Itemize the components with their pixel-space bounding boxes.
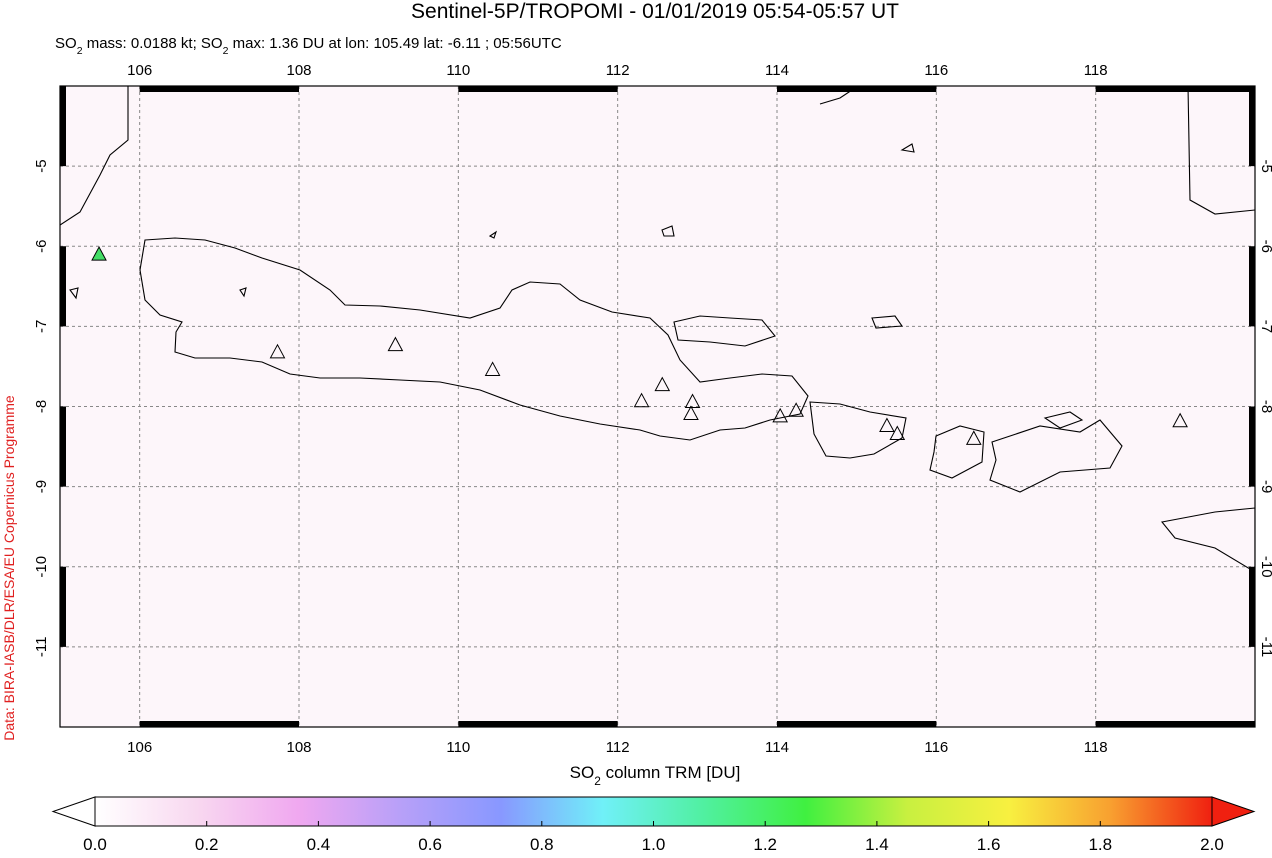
volcano xyxy=(683,405,699,421)
y-tick-label: -6 xyxy=(33,240,50,253)
credit: Data: BIRA-IASB/DLR/ESA/EU Copernicus Pr… xyxy=(1,395,17,741)
y-tick-label: -11 xyxy=(33,637,50,658)
colorbar: 0.0 0.2 0.4 0.6 0.8 1.0 1.2 1.4 1.6 1.8 2.0 xyxy=(51,796,1256,854)
frame-segment xyxy=(458,86,618,92)
colorbar-tick-label: 0.2 xyxy=(195,835,219,853)
volcano xyxy=(684,393,701,408)
coastline-bali xyxy=(809,401,907,459)
coastline-madura xyxy=(673,315,776,347)
frame-segment xyxy=(60,246,66,327)
title: Sentinel-5P/TROPOMI - 01/01/2019 05:54-0… xyxy=(411,0,899,23)
grid xyxy=(60,86,1255,727)
y-tick-label: -7 xyxy=(33,320,50,333)
y-tick-label: -9 xyxy=(33,480,50,493)
frame-segment xyxy=(458,721,618,727)
frame-segment xyxy=(1095,86,1255,92)
y-tick-label: -8 xyxy=(1258,400,1272,413)
volcano xyxy=(633,392,650,408)
volcano xyxy=(879,417,895,433)
frame-segment xyxy=(1095,721,1255,727)
x-tick-label: 118 xyxy=(1084,739,1108,756)
colorbar-tick-label: 0.8 xyxy=(530,835,554,853)
frame-segment xyxy=(60,406,66,487)
x-tick-label: 106 xyxy=(127,739,152,756)
x-tick-label: 112 xyxy=(606,62,630,79)
x-tick-label: 112 xyxy=(606,739,630,756)
frame-segment xyxy=(139,86,299,92)
frame-segment xyxy=(60,566,66,647)
volcano xyxy=(387,336,404,352)
x-tick-label: 116 xyxy=(924,739,948,756)
x-tick-label: 116 xyxy=(924,62,948,79)
x-tick-label: 110 xyxy=(446,739,470,756)
subtitle: SO2 mass: 0.0188 kt; SO2 max: 1.36 DU at… xyxy=(55,35,562,57)
coastline-sumbawa xyxy=(989,419,1123,493)
coastline-lombok xyxy=(929,425,985,479)
frame-segment xyxy=(777,86,937,92)
frame-segment xyxy=(1249,86,1255,167)
text-part: max: 1.36 DU at lon: 105.49 lat: -6.11 ;… xyxy=(228,35,561,52)
y-tick-label: -8 xyxy=(33,400,50,413)
coastline-sumba xyxy=(1160,507,1255,573)
y-tick-label: -10 xyxy=(33,556,50,578)
volcano-layer xyxy=(91,246,1188,445)
subscript: 2 xyxy=(223,45,229,57)
subscript: 2 xyxy=(77,45,83,57)
y-tick-label: -5 xyxy=(1258,159,1272,172)
y-tick-label: -9 xyxy=(1258,480,1272,493)
colorbar-tick-label: 1.4 xyxy=(865,835,889,853)
text-part: SO xyxy=(55,35,77,52)
volcano xyxy=(889,425,906,441)
colorbar-tick-label: 1.6 xyxy=(977,835,1001,853)
colorbar-tick-label: 0.4 xyxy=(307,835,331,853)
text-part: mass: 0.0188 kt; SO xyxy=(83,35,223,52)
colorbar-over xyxy=(1211,796,1256,827)
volcano xyxy=(772,407,789,423)
frame-segment xyxy=(777,721,937,727)
subscript: 2 xyxy=(594,774,601,788)
x-tick-label: 118 xyxy=(1084,62,1108,79)
colorbar-tick-label: 1.8 xyxy=(1088,835,1112,853)
colorbar-tick-label: 0.6 xyxy=(418,835,442,853)
y-tick-label: -7 xyxy=(1258,320,1272,333)
frame-segment xyxy=(1249,406,1255,487)
y-tick-label: -5 xyxy=(33,159,50,172)
x-tick-label: 110 xyxy=(446,62,470,79)
map-frame xyxy=(60,86,1255,727)
colorbar-label: SO2 column TRM [DU] xyxy=(570,763,741,788)
frame-segment xyxy=(1249,246,1255,327)
x-tick-label: 106 xyxy=(127,62,152,79)
frame-segment xyxy=(60,86,66,167)
x-tick-label: 108 xyxy=(286,739,311,756)
so2-max-marker xyxy=(91,246,107,261)
volcano xyxy=(788,402,804,417)
volcano xyxy=(269,343,286,359)
y-tick-label: -6 xyxy=(1258,240,1272,253)
colorbar-under xyxy=(51,796,96,827)
map-border xyxy=(59,85,1256,728)
coastline-sumatra xyxy=(60,86,129,226)
colorbar-tick-label: 1.2 xyxy=(753,835,777,853)
coastline-islands xyxy=(69,143,1084,429)
frame-segment xyxy=(139,721,299,727)
volcano xyxy=(654,376,671,392)
coastline-java xyxy=(139,237,809,441)
x-tick-label: 114 xyxy=(765,739,789,756)
colorbar-tick-label: 2.0 xyxy=(1200,835,1224,853)
frame-segment xyxy=(1249,566,1255,647)
x-tick-label: 114 xyxy=(765,62,789,79)
text-part: SO xyxy=(570,763,595,782)
volcano xyxy=(1172,412,1188,428)
y-tick-label: -10 xyxy=(1258,556,1272,578)
y-tick-label: -11 xyxy=(1258,637,1272,658)
volcano xyxy=(965,430,982,445)
colorbar-tick-label: 1.0 xyxy=(642,835,666,853)
volcano xyxy=(484,361,501,376)
x-tick-label: 108 xyxy=(286,62,311,79)
text-part: column TRM [DU] xyxy=(601,763,741,782)
colorbar-tick-label: 0.0 xyxy=(83,835,107,853)
